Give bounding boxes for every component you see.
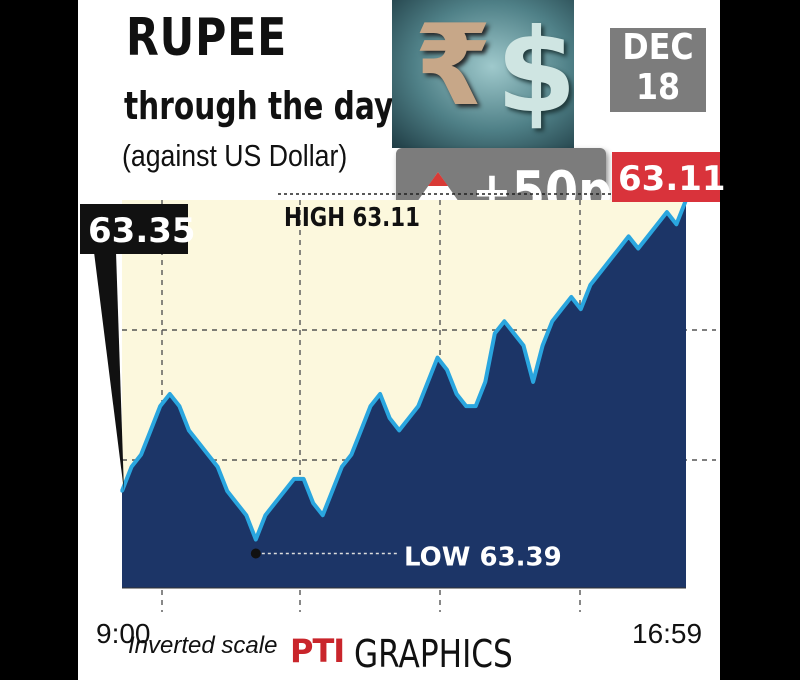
data-point bbox=[416, 404, 420, 408]
data-point bbox=[646, 234, 650, 238]
data-point bbox=[168, 392, 172, 396]
data-point bbox=[655, 222, 659, 226]
data-point bbox=[187, 428, 191, 432]
data-point bbox=[407, 416, 411, 420]
data-point bbox=[569, 295, 573, 299]
close-label-pointer bbox=[680, 194, 700, 200]
data-point bbox=[550, 319, 554, 323]
data-point bbox=[674, 222, 679, 226]
date-month: DEC bbox=[622, 27, 694, 68]
data-point bbox=[636, 246, 640, 251]
data-point bbox=[454, 392, 459, 396]
data-point bbox=[349, 453, 354, 457]
chart-note: (against US Dollar) bbox=[122, 138, 348, 173]
x-end-label: 16:59 bbox=[632, 618, 703, 649]
chart-subtitle: through the day bbox=[124, 84, 394, 128]
low-label: LOW 63.39 bbox=[404, 543, 562, 573]
data-point bbox=[177, 404, 181, 408]
data-point bbox=[426, 380, 430, 384]
data-point bbox=[588, 283, 593, 287]
data-point bbox=[340, 465, 344, 469]
pti-logo: PTI bbox=[290, 632, 345, 670]
data-point bbox=[129, 465, 134, 469]
data-point bbox=[311, 501, 315, 505]
series-line bbox=[120, 199, 688, 542]
data-point bbox=[282, 489, 287, 493]
inverted-scale-note: Inverted scale bbox=[128, 632, 278, 659]
data-point bbox=[541, 343, 545, 348]
data-point bbox=[225, 489, 229, 493]
data-point bbox=[627, 234, 631, 238]
data-point bbox=[560, 307, 564, 311]
data-point bbox=[206, 453, 210, 457]
date-day: 18 bbox=[635, 67, 681, 108]
data-point bbox=[196, 440, 201, 445]
data-point bbox=[263, 513, 267, 517]
date-badge: DEC 18 bbox=[610, 28, 706, 112]
low-marker bbox=[250, 548, 261, 559]
data-point bbox=[321, 513, 325, 517]
data-point bbox=[445, 368, 449, 372]
data-point bbox=[531, 380, 535, 384]
credit: PTI GRAPHICS bbox=[290, 630, 520, 676]
data-point bbox=[397, 428, 401, 432]
data-point bbox=[273, 501, 277, 505]
data-point bbox=[435, 356, 440, 360]
data-point bbox=[388, 416, 392, 420]
data-point bbox=[235, 501, 239, 505]
data-point bbox=[521, 343, 526, 348]
dollar-sign-icon: $ bbox=[496, 4, 574, 139]
data-point bbox=[607, 259, 612, 263]
close-value-label: 63.11 bbox=[618, 159, 726, 199]
close-label-box bbox=[612, 152, 720, 202]
data-point bbox=[244, 513, 248, 517]
area-fill bbox=[122, 200, 686, 588]
data-point bbox=[292, 477, 296, 481]
data-point bbox=[120, 489, 124, 493]
data-point bbox=[359, 428, 363, 432]
data-point bbox=[464, 404, 468, 408]
credit-text: GRAPHICS bbox=[354, 632, 513, 676]
rupee-sign-icon: ₹ bbox=[414, 1, 492, 131]
data-point bbox=[617, 246, 621, 251]
data-point bbox=[139, 453, 143, 457]
currency-photo: ₹ $ bbox=[392, 0, 574, 148]
up-triangle-tip bbox=[428, 172, 448, 186]
data-point bbox=[149, 428, 153, 432]
open-label-pointer bbox=[94, 252, 124, 491]
data-point bbox=[254, 537, 258, 542]
data-point bbox=[493, 331, 497, 335]
data-point bbox=[579, 307, 583, 311]
data-point bbox=[665, 210, 669, 214]
data-point bbox=[330, 489, 334, 493]
chart-title: RUPEE bbox=[126, 8, 288, 68]
data-point bbox=[378, 392, 382, 396]
data-point bbox=[502, 319, 506, 323]
open-value-label: 63.35 bbox=[88, 211, 196, 251]
x-start-label: 9:00 bbox=[96, 618, 151, 649]
data-point bbox=[483, 380, 487, 384]
data-point bbox=[158, 404, 162, 408]
data-point bbox=[302, 477, 306, 481]
data-point bbox=[215, 465, 220, 469]
data-point bbox=[474, 404, 478, 408]
data-point bbox=[512, 331, 516, 335]
high-label: HIGH 63.11 bbox=[284, 202, 420, 233]
data-point bbox=[368, 404, 373, 408]
data-point bbox=[598, 271, 602, 275]
open-label-box bbox=[80, 204, 188, 254]
